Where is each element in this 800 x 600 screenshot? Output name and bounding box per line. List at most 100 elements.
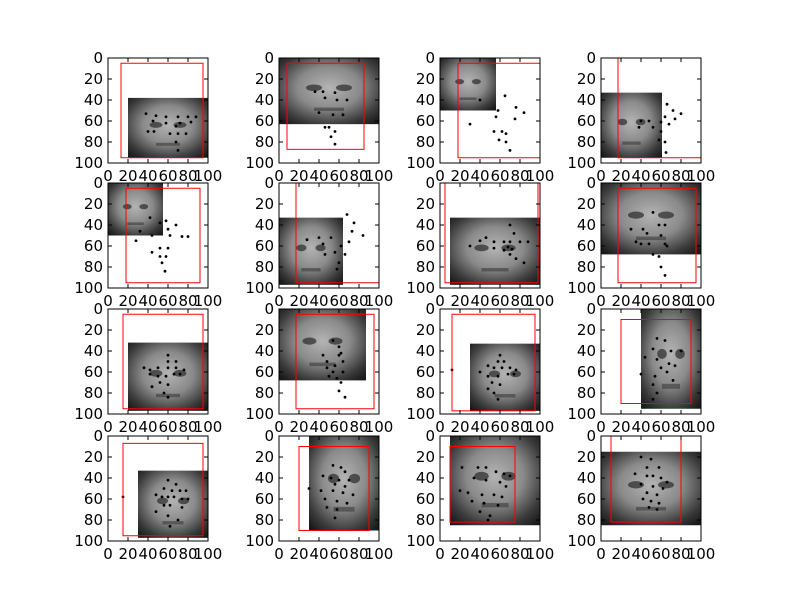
landmark-point: [486, 387, 490, 391]
landmark-point: [504, 140, 508, 144]
y-tick-label: 100: [567, 405, 596, 423]
face-image: [470, 343, 540, 411]
face-mouth: [314, 107, 344, 111]
x-tick-label: 60: [490, 418, 509, 436]
x-tick-label: 0: [596, 418, 606, 436]
landmark-point: [506, 372, 510, 376]
landmark-point: [154, 493, 158, 497]
landmark-point: [168, 234, 172, 237]
x-tick-label: 20: [611, 545, 630, 563]
landmark-point: [522, 111, 526, 114]
face-eye-left: [306, 84, 322, 92]
landmark-point: [335, 499, 339, 503]
x-tick-label: 40: [470, 167, 489, 185]
landmark-point: [160, 495, 164, 499]
face-eye-left: [474, 471, 489, 481]
face-eye-left: [156, 497, 169, 505]
landmark-point: [502, 472, 506, 476]
landmark-point: [337, 261, 341, 265]
y-tick-label: 100: [406, 405, 435, 423]
y-tick-label: 40: [84, 469, 103, 487]
landmark-point: [164, 115, 168, 119]
landmark-point: [333, 130, 337, 133]
landmark-point: [176, 149, 180, 152]
landmark-point: [513, 117, 517, 121]
landmark-point: [659, 234, 663, 237]
landmark-point: [158, 246, 162, 250]
y-tick-label: 40: [577, 216, 596, 234]
landmark-point: [633, 472, 637, 476]
y-tick-label: 0: [264, 49, 274, 67]
landmark-point: [172, 372, 176, 376]
face-image: [309, 436, 379, 531]
face-image: [279, 217, 343, 285]
landmark-point: [333, 364, 337, 368]
landmark-point: [639, 455, 643, 459]
bounding-box: [295, 313, 375, 410]
face-mouth: [333, 506, 355, 512]
landmark-point: [508, 253, 512, 256]
axes-content: [122, 313, 208, 411]
face-eye-right: [471, 79, 481, 85]
x-tick-label: 80: [178, 418, 197, 436]
landmark-point: [325, 360, 329, 363]
y-tick-label: 80: [577, 258, 596, 276]
y-tick-label: 60: [84, 237, 103, 255]
landmark-point: [148, 216, 152, 220]
x-tick-label: 0: [435, 292, 445, 310]
x-tick-label: 20: [450, 545, 469, 563]
landmark-point: [325, 366, 329, 370]
landmark-point: [321, 474, 325, 478]
x-tick-label: 80: [349, 418, 368, 436]
landmark-point: [490, 381, 494, 384]
y-tick-label: 60: [416, 363, 435, 381]
landmark-point: [639, 119, 643, 123]
y-tick-label: 40: [255, 216, 274, 234]
landmark-points: [450, 353, 518, 401]
x-tick-label: 20: [289, 292, 308, 310]
x-tick-label: 100: [194, 418, 223, 436]
landmark-point: [647, 119, 651, 123]
face-eye-right: [336, 84, 352, 92]
axes-content: [601, 183, 701, 284]
x-tick-label: 80: [349, 167, 368, 185]
landmark-point: [339, 351, 343, 355]
landmark-point: [496, 503, 500, 507]
x-tick-label: 20: [450, 292, 469, 310]
x-tick-label: 80: [510, 292, 529, 310]
y-tick-label: 80: [84, 258, 103, 276]
landmark-point: [361, 234, 365, 237]
landmark-point: [166, 514, 170, 518]
landmark-point: [508, 366, 512, 370]
landmark-points: [639, 337, 683, 401]
landmark-point: [651, 383, 655, 386]
x-tick-label: 80: [510, 545, 529, 563]
x-tick-label: 80: [671, 545, 690, 563]
landmark-point: [184, 132, 188, 136]
landmark-point: [162, 391, 166, 395]
landmark-point: [502, 360, 506, 363]
landmark-point: [510, 247, 514, 251]
face-mouth: [481, 502, 509, 508]
y-tick-label: 100: [245, 405, 274, 423]
x-tick-label: 40: [309, 418, 328, 436]
y-tick-label: 0: [425, 49, 435, 67]
landmark-point: [194, 115, 198, 119]
face-image: [279, 309, 366, 381]
bounding-box: [286, 62, 365, 150]
landmark-point: [337, 389, 341, 393]
y-tick-label: 20: [84, 448, 103, 466]
x-tick-label: 100: [365, 545, 394, 563]
x-tick-label: 40: [631, 167, 650, 185]
landmark-point: [343, 470, 347, 474]
face-eye-left: [122, 204, 132, 210]
x-tick-label: 60: [651, 545, 670, 563]
landmark-point: [496, 360, 500, 363]
axes-frame: [107, 435, 209, 542]
